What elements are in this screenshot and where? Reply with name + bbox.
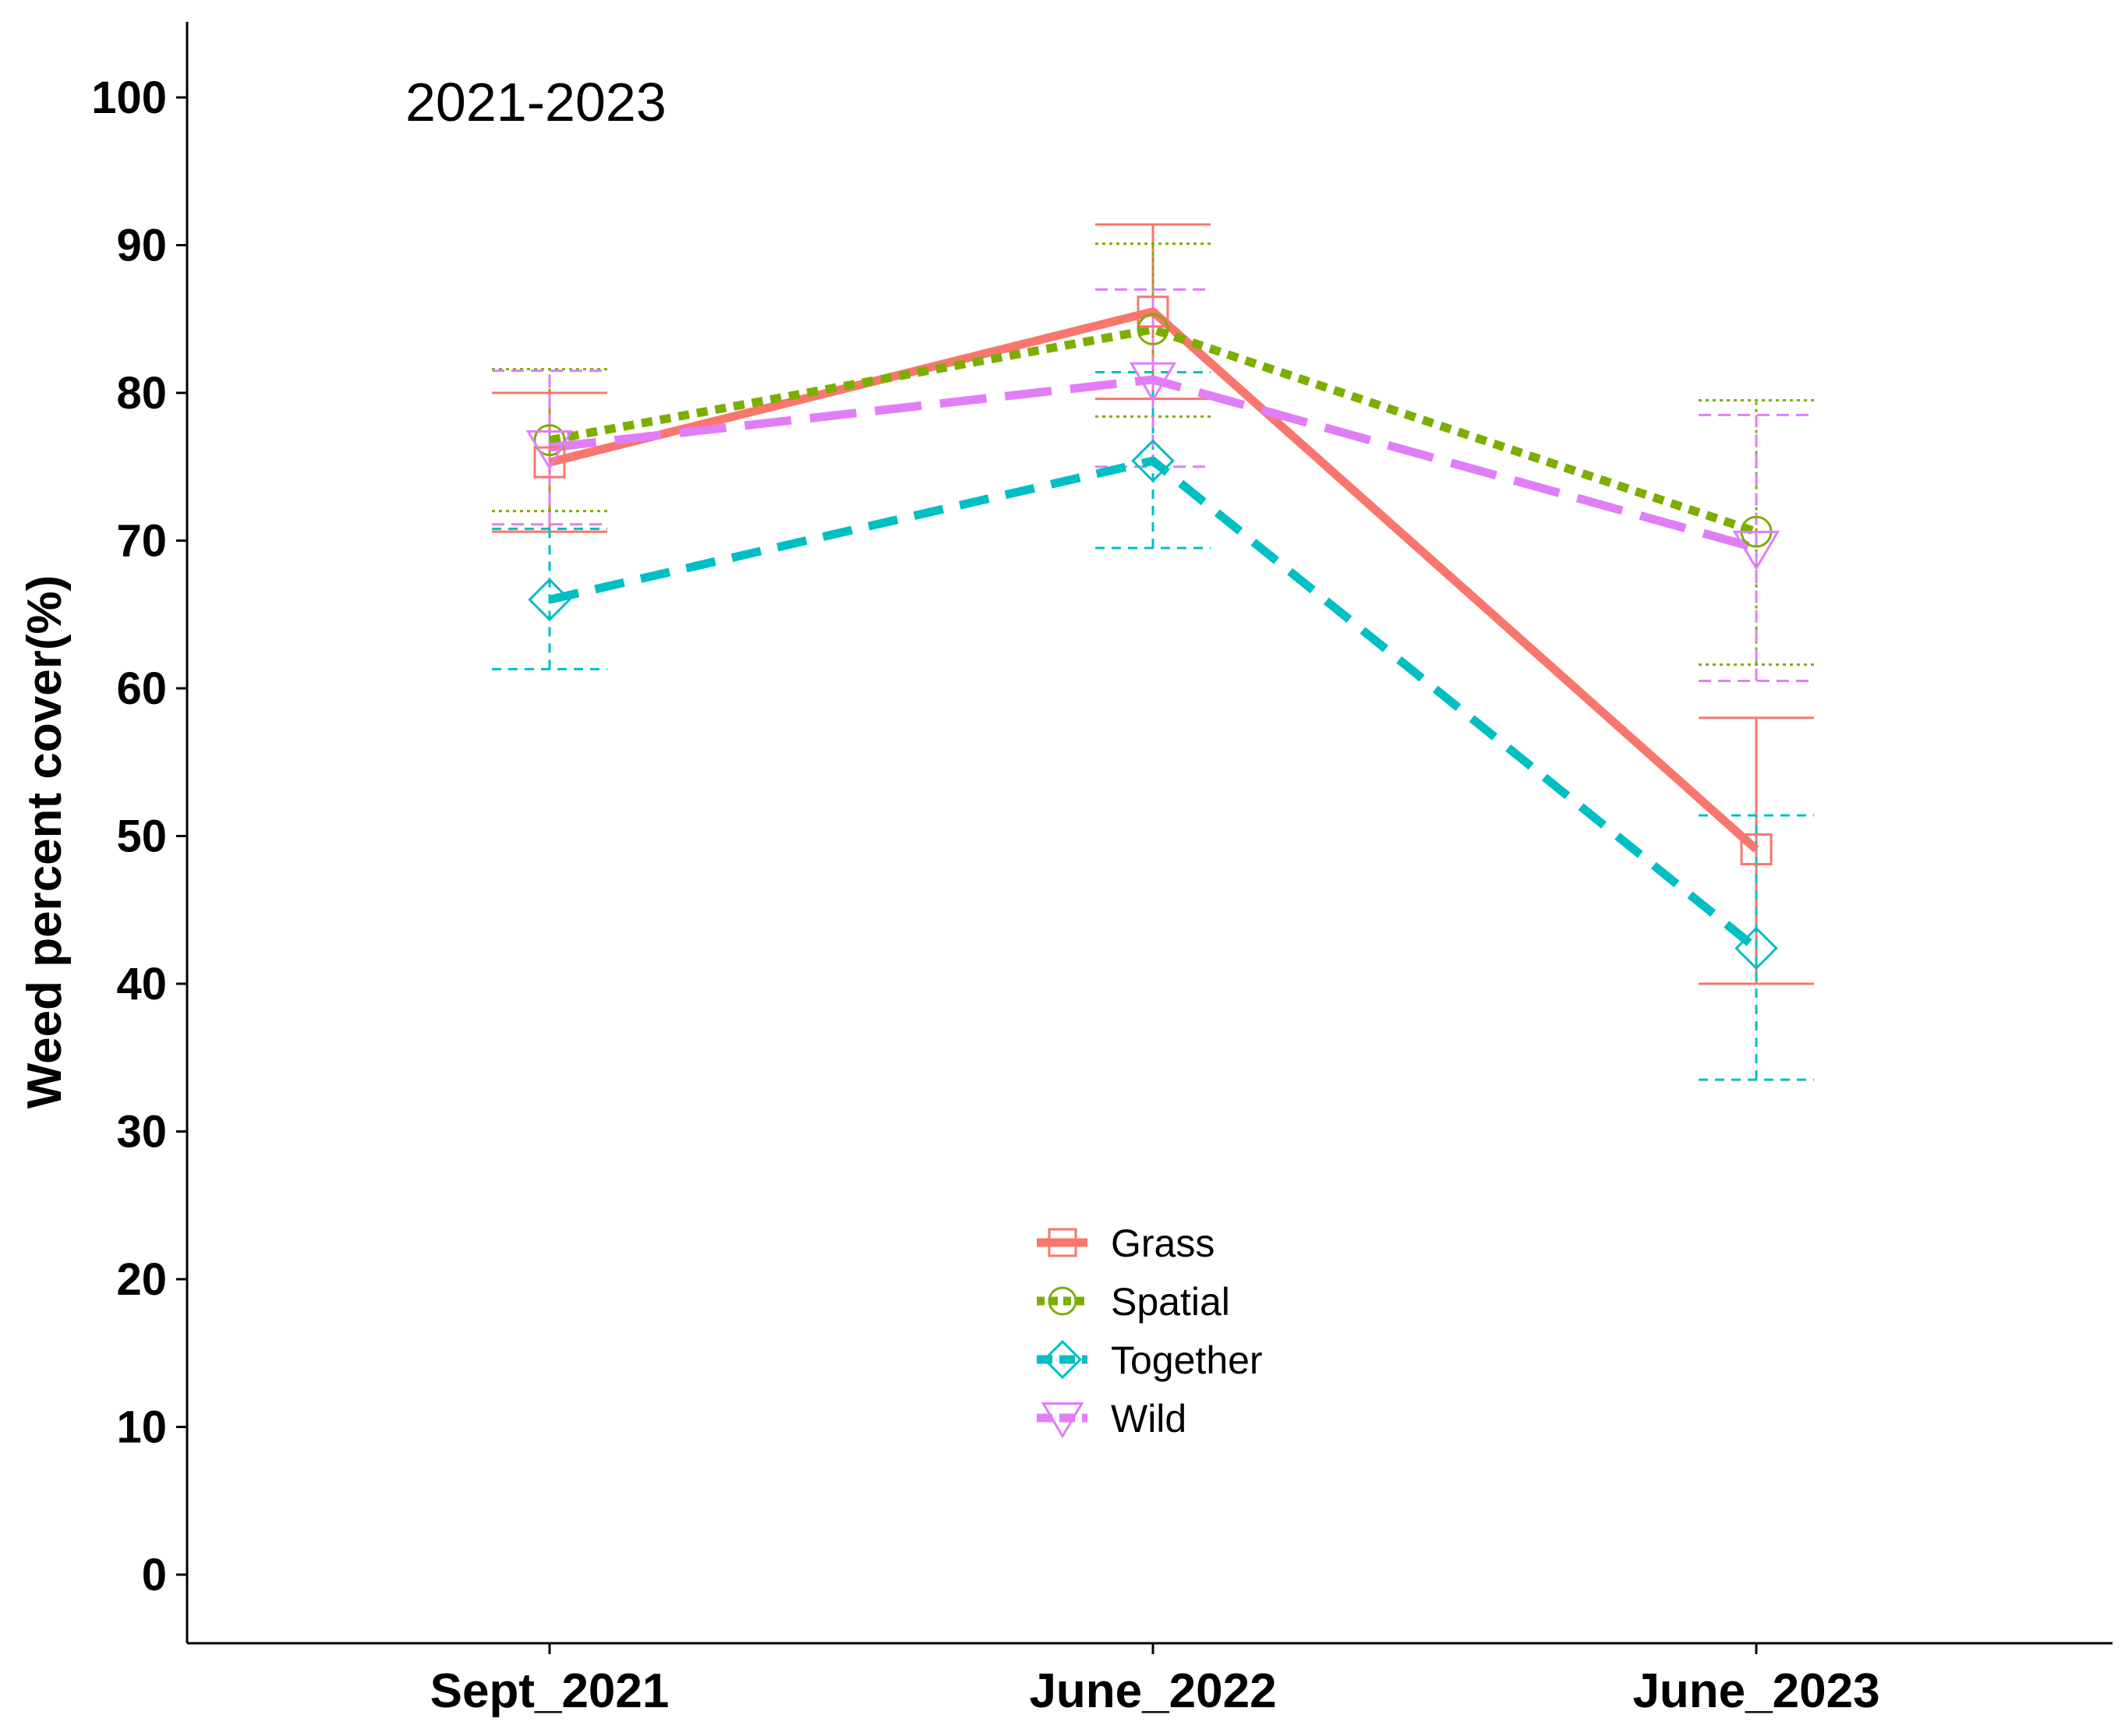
y-tick-label: 70 (116, 516, 167, 567)
data-point (1129, 362, 1177, 403)
data-point (1131, 439, 1175, 483)
chart-title: 2021-2023 (405, 72, 666, 133)
data-point (533, 424, 566, 457)
error-bars-wild (492, 288, 1814, 683)
legend-label: Together (1111, 1338, 1263, 1382)
y-tick-label: 40 (116, 959, 167, 1009)
data-point (528, 578, 571, 622)
y-tick-label: 100 (91, 72, 167, 123)
series-line-grass (548, 307, 1759, 853)
x-ticks: Sept_2021 June_2022 June_2023 (430, 1643, 1880, 1718)
data-point (533, 446, 566, 479)
legend-item-together: Together (1037, 1338, 1263, 1382)
y-ticks: 0 10 20 30 40 50 60 70 80 90 100 (91, 72, 187, 1600)
series-line-together (548, 456, 1759, 952)
legend-item-wild: Wild (1037, 1397, 1186, 1441)
data-point (1041, 1402, 1084, 1439)
x-tick-label: June_2023 (1632, 1664, 1879, 1718)
series-layer (492, 223, 1814, 1081)
data-point (1740, 833, 1773, 866)
series-line-spatial (549, 325, 1758, 536)
y-tick-label: 90 (116, 221, 167, 271)
data-point (525, 430, 574, 471)
series-line-wild (549, 375, 1758, 553)
y-tick-label: 50 (116, 811, 167, 862)
x-tick-label: June_2022 (1029, 1664, 1276, 1718)
data-point (1734, 926, 1778, 971)
data-point (1048, 1286, 1077, 1316)
y-tick-label: 0 (142, 1550, 167, 1600)
y-tick-label: 60 (116, 663, 167, 714)
x-tick-label: Sept_2021 (430, 1664, 670, 1718)
data-point (1042, 1339, 1083, 1380)
data-point (1048, 1228, 1077, 1257)
legend-item-spatial: Spatial (1037, 1280, 1230, 1324)
legend-label: Spatial (1111, 1280, 1230, 1324)
y-axis-title: Weed percent cover(%) (18, 575, 72, 1109)
data-point (1137, 313, 1169, 346)
data-point (1137, 295, 1169, 328)
data-point (1732, 530, 1780, 571)
y-tick-label: 20 (116, 1254, 167, 1305)
y-tick-label: 30 (116, 1107, 167, 1158)
y-tick-label: 80 (116, 368, 167, 419)
legend-item-grass: Grass (1037, 1222, 1215, 1265)
legend-label: Grass (1111, 1222, 1215, 1265)
legend-label: Wild (1111, 1397, 1186, 1441)
legend: Grass Spatial Together Wild (1037, 1222, 1263, 1441)
y-tick-label: 10 (116, 1402, 167, 1453)
